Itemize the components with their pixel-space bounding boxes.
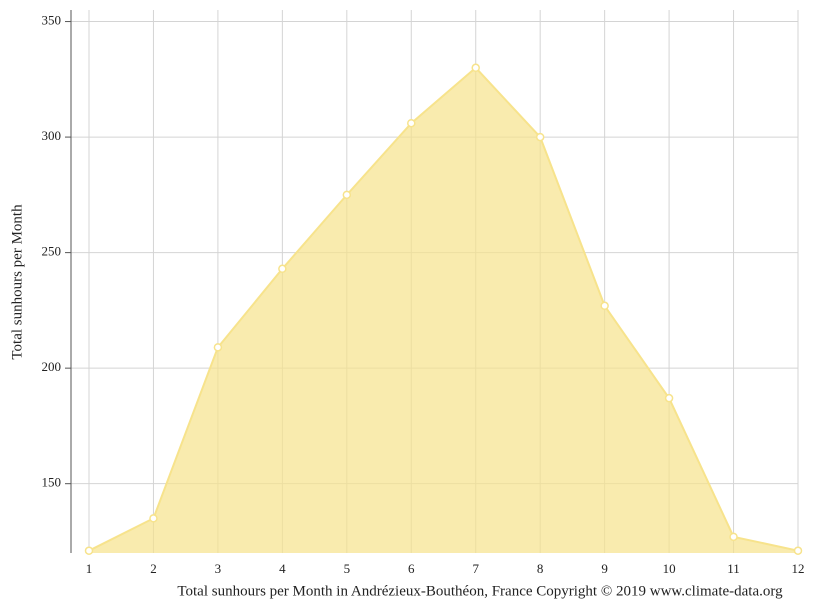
x-tick-label: 5 [344,561,351,576]
x-tick-label: 10 [663,561,676,576]
x-tick-label: 3 [215,561,222,576]
x-tick-label: 8 [537,561,544,576]
x-tick-label: 7 [472,561,479,576]
point [278,264,287,274]
y-tick-label: 250 [42,244,62,259]
line [88,66,799,552]
y-tick-label: 200 [42,359,62,374]
y-axis-label: Total sunhours per Month [9,204,25,360]
x-tick-label: 11 [727,561,740,576]
point [84,546,94,555]
x-tick-label: 4 [279,561,286,576]
x-axis-label: Total sunhours per Month in Andrézieux-B… [177,583,783,599]
point [535,132,545,142]
point [729,532,738,542]
y-tick-label: 150 [42,475,62,490]
x-tick-label: 2 [150,561,157,576]
point [664,393,674,403]
x-tick-label: 6 [408,561,415,576]
point [149,514,158,523]
y-tick-label: 350 [42,13,62,28]
point [407,118,416,128]
point [342,190,352,200]
point [471,63,480,73]
area [89,67,798,553]
x-tick-label: 12 [792,561,805,576]
y-tick-label: 300 [42,128,62,143]
x-tick-label: 1 [86,561,93,576]
x-tick-label: 9 [601,561,608,576]
point [793,546,803,555]
point [600,301,609,311]
point [213,343,223,352]
